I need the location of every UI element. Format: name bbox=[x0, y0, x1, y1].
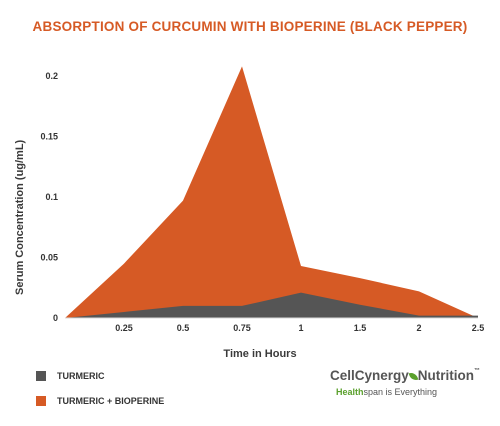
legend-label-turmeric: TURMERIC bbox=[57, 371, 105, 381]
y-tick-label: 0 bbox=[53, 313, 58, 323]
y-tick-label: 0.05 bbox=[40, 253, 58, 263]
x-tick-label: 2.5 bbox=[472, 323, 485, 333]
brand-tagline-part1: Health bbox=[336, 387, 364, 397]
brand-name: CellCynergy Nutrition™ bbox=[330, 368, 490, 383]
x-tick-label: 0.25 bbox=[115, 323, 133, 333]
x-tick-label: 1 bbox=[298, 323, 303, 333]
leaf-icon bbox=[408, 371, 419, 382]
legend-label-turmeric-bioperine: TURMERIC + BIOPERINE bbox=[57, 396, 165, 406]
x-axis-label: Time in Hours bbox=[223, 348, 297, 360]
trademark-symbol: ™ bbox=[474, 368, 481, 374]
chart-legend: TURMERIC TURMERIC + BIOPERINE bbox=[36, 370, 164, 420]
brand-name-part2: Nutrition bbox=[417, 368, 475, 383]
chart-title: ABSORPTION OF CURCUMIN WITH BIOPERINE (B… bbox=[32, 19, 468, 34]
y-tick-label: 0.2 bbox=[45, 71, 58, 81]
x-tick-label: 2 bbox=[416, 323, 421, 333]
brand-tagline-part2: span is Everything bbox=[363, 387, 438, 397]
x-tick-label: 0.5 bbox=[177, 323, 190, 333]
legend-swatch-turmeric bbox=[36, 371, 46, 381]
area-series-turmeric-bioperine bbox=[65, 66, 478, 319]
y-tick-label: 0.1 bbox=[45, 192, 58, 202]
x-tick-label: 1.5 bbox=[354, 323, 367, 333]
chart-areas bbox=[65, 66, 478, 319]
brand-name-part1: CellCynergy bbox=[330, 368, 409, 383]
brand-tagline: Healthspan is Everything bbox=[330, 387, 490, 397]
x-tick-label: 0.75 bbox=[233, 323, 251, 333]
legend-item-turmeric-bioperine: TURMERIC + BIOPERINE bbox=[36, 395, 164, 407]
area-series-turmeric bbox=[65, 292, 478, 318]
y-tick-label: 0.15 bbox=[40, 132, 58, 142]
brand-logo: CellCynergy Nutrition™ Healthspan is Ever… bbox=[330, 368, 490, 397]
chart-ticks: 0.25 0.5 0.75 1 1.5 2 2.5 0 0.05 0.1 0.15 0.2 bbox=[40, 71, 484, 333]
legend-item-turmeric: TURMERIC bbox=[36, 370, 164, 382]
legend-swatch-turmeric-bioperine bbox=[36, 396, 46, 406]
